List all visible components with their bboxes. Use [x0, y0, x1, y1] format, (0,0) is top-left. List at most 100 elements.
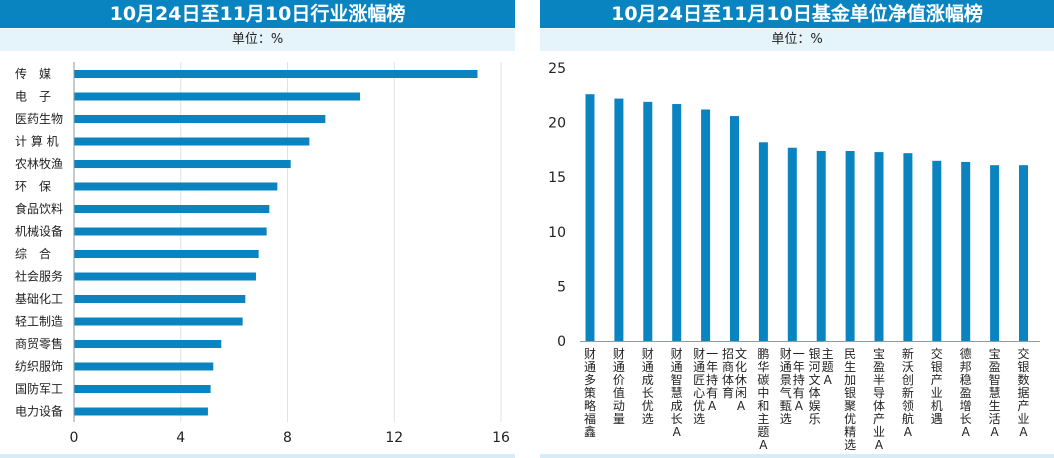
- category-label: 财通多策略福鑫: [584, 348, 597, 439]
- bar: [874, 152, 884, 341]
- category-label-column: 财通价值动量: [612, 347, 625, 426]
- bar: [74, 70, 478, 78]
- bar: [990, 165, 1000, 341]
- category-label: 交银产业机遇: [930, 348, 943, 426]
- bar: [74, 250, 259, 258]
- category-label: 轻工制造: [15, 315, 63, 329]
- industry-chart-title: 10月24日至11月10日行业涨幅榜: [0, 0, 515, 28]
- x-tick-label: 4: [176, 430, 185, 446]
- category-label: 商贸零售: [15, 336, 63, 351]
- category-label: 综 合: [15, 246, 51, 261]
- bar: [845, 150, 855, 341]
- y-tick-label: 25: [548, 61, 566, 77]
- category-label-column: 财通景气甄选: [779, 347, 792, 426]
- bar: [74, 317, 243, 326]
- category-label-column: 财通多策略福鑫: [583, 347, 596, 439]
- category-label: 民生加银聚优精选: [844, 348, 857, 452]
- bar: [74, 92, 361, 101]
- category-label: 纺织服饰: [15, 360, 63, 374]
- bar: [903, 153, 913, 341]
- category-label: 环 保: [15, 180, 51, 194]
- category-label: 医药生物: [15, 112, 63, 126]
- bar: [672, 104, 682, 341]
- category-label-column: 招商体育: [721, 347, 734, 400]
- bar: [585, 94, 595, 341]
- category-label: 食品饮料: [15, 201, 63, 216]
- category-label: 电 子: [15, 90, 51, 104]
- fund-chart-panel: 10月24日至11月10日基金单位净值涨幅榜 单位：% 0 5 10 15 20 25 财…: [540, 0, 1054, 458]
- category-label: 机械设备: [15, 224, 63, 239]
- bar: [74, 205, 270, 213]
- divider: [0, 454, 515, 458]
- bar: [643, 101, 653, 342]
- divider: [540, 454, 1054, 458]
- y-tick-label: 15: [548, 170, 566, 186]
- bar: [787, 147, 797, 341]
- bar: [961, 161, 971, 341]
- category-label: 计 算 机: [15, 134, 59, 149]
- fund-chart-title: 10月24日至11月10日基金单位净值涨幅榜: [540, 0, 1054, 28]
- category-label-column: 交银产业机遇: [930, 347, 943, 426]
- y-tick-label: 20: [548, 116, 566, 132]
- x-tick-label: 16: [492, 430, 510, 446]
- bar: [74, 115, 326, 123]
- bar: [74, 385, 211, 393]
- bar: [74, 272, 256, 281]
- bar: [74, 227, 267, 236]
- bar: [74, 362, 214, 371]
- bar: [74, 340, 222, 348]
- fund-bar-chart: 0 5 10 15 20 25: [548, 61, 1040, 350]
- category-label-column: 民生加银聚优精选: [844, 347, 857, 452]
- category-label: 农林牧渔: [15, 157, 63, 171]
- bar: [74, 407, 208, 416]
- industry-chart-panel: 10月24日至11月10日行业涨幅榜 单位：% 0 4 8 12 16 传 媒电 子医药生…: [0, 0, 515, 458]
- category-label: 基础化工: [15, 292, 63, 306]
- category-label: 财通成长优选: [641, 348, 654, 426]
- bar: [932, 160, 942, 341]
- y-tick-label: 10: [548, 225, 566, 241]
- category-label-column: 银河文体娱乐: [808, 347, 821, 426]
- bar: [74, 137, 310, 146]
- industry-chart-unit: 单位：%: [0, 29, 515, 51]
- bar: [730, 116, 739, 341]
- bar: [1019, 165, 1028, 341]
- x-tick-label: 12: [385, 430, 403, 446]
- category-label: 传 媒: [15, 66, 51, 81]
- bar: [816, 150, 826, 341]
- x-tick-label: 8: [283, 430, 292, 446]
- category-label: 国防军工: [15, 381, 63, 396]
- fund-chart-unit: 单位：%: [540, 29, 1054, 51]
- category-label-column: 财通成长优选: [641, 347, 654, 426]
- category-label: 财通价值动量: [612, 348, 625, 426]
- y-tick-label: 0: [557, 334, 566, 350]
- x-tick-label: 0: [70, 430, 79, 446]
- bar: [701, 109, 711, 341]
- category-label: 社会服务: [15, 269, 63, 284]
- bar: [74, 160, 291, 168]
- bar: [614, 98, 624, 342]
- bar: [74, 182, 278, 191]
